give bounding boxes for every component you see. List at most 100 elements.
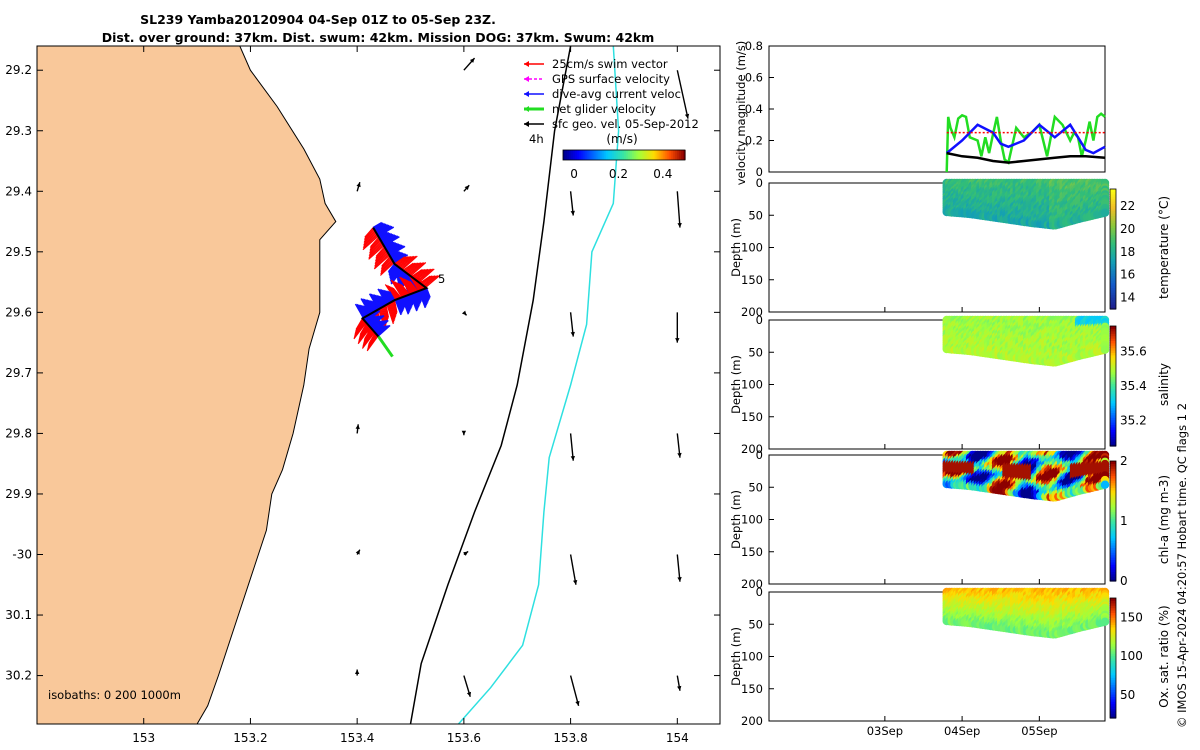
depth-tick-label: 100 xyxy=(741,241,763,255)
current-vector xyxy=(379,232,390,239)
swim-vector xyxy=(397,255,412,268)
profile-colorbar-swatch xyxy=(1110,193,1116,197)
segment-label: 5 xyxy=(438,272,445,286)
swim-vector xyxy=(397,282,408,296)
surface-arrow xyxy=(676,191,682,228)
profile-panel: 0 50 100 150 200 Depth (m) 50 100 150 Ox. sat. ra… xyxy=(729,585,1171,728)
profile-colorbar-swatch xyxy=(1110,294,1116,298)
profile-colorbar-swatch xyxy=(1110,299,1116,303)
map-y-tick-label: 29.7 xyxy=(5,366,32,380)
colorbar-swatch xyxy=(660,150,664,160)
colorbar-swatch xyxy=(648,150,652,160)
swim-vector xyxy=(424,275,439,288)
profile-colorbar-tick-label: 2 xyxy=(1120,454,1128,468)
profile-colorbar-label: temperature (°C) xyxy=(1157,196,1171,299)
current-vector xyxy=(368,293,380,310)
current-vector xyxy=(377,295,385,307)
surface-arrow xyxy=(355,549,361,555)
swim-vector xyxy=(377,309,386,329)
profile-colorbar-swatch xyxy=(1110,285,1116,288)
current-vector xyxy=(374,294,383,308)
colorbar-swatch xyxy=(628,150,631,160)
colorbar-swatch xyxy=(654,150,658,160)
isobath-label: isobaths: 0 200 1000m xyxy=(48,688,181,702)
colorbar-swatch xyxy=(636,150,639,160)
swim-vector xyxy=(394,256,406,265)
colorbar-swatch xyxy=(607,150,611,160)
current-vector xyxy=(371,293,382,309)
svg-text:dive-avg current veloc: dive-avg current veloc xyxy=(552,87,681,101)
svg-text:25cm/s swim vector: 25cm/s swim vector xyxy=(552,57,668,71)
profile-colorbar-swatch xyxy=(1110,234,1116,238)
legend-item: GPS surface velocity xyxy=(524,72,670,86)
surface-arrow xyxy=(676,554,682,582)
surface-arrow xyxy=(569,433,575,461)
swim-vector xyxy=(368,242,383,256)
swim-vector xyxy=(369,240,382,252)
colorbar-swatch xyxy=(617,150,621,160)
current-vector xyxy=(404,296,411,311)
velocity-y-label: velocity magnitude (m/s) xyxy=(734,41,748,186)
colorbar-tick-label: 0.4 xyxy=(653,167,672,181)
swim-vector xyxy=(362,235,379,251)
current-vector xyxy=(384,290,393,303)
surface-arrow xyxy=(676,675,682,691)
map-x-tick-label: 153 xyxy=(132,731,155,745)
current-vector xyxy=(363,298,373,314)
profile-colorbar-swatch xyxy=(1110,249,1116,252)
swim-vector xyxy=(399,276,412,295)
surface-arrow xyxy=(463,550,469,556)
swim-vector xyxy=(380,259,393,272)
current-vector xyxy=(414,292,421,305)
profile-colorbar-swatch xyxy=(1110,306,1116,310)
swim-vector xyxy=(391,287,401,299)
surface-arrow xyxy=(356,182,361,192)
colorbar-tick-label: 0 xyxy=(570,167,578,181)
colorbar-swatch xyxy=(638,150,641,160)
current-vector xyxy=(357,304,367,318)
current-vector xyxy=(388,265,398,277)
current-vector xyxy=(378,231,388,238)
map-x-tick-label: 153.8 xyxy=(553,731,587,745)
depth-tick-label: 150 xyxy=(741,545,763,559)
time-tick-label: 05Sep xyxy=(1021,724,1057,738)
profile-colorbar-swatch xyxy=(1110,304,1116,308)
depth-axis-label: Depth (m) xyxy=(729,218,743,277)
colorbar-swatch xyxy=(680,150,684,160)
profile-colorbar-swatch xyxy=(1110,222,1116,226)
swim-vector xyxy=(357,327,371,345)
swim-vector xyxy=(391,301,397,318)
colorbar-swatch xyxy=(613,150,617,160)
swim-vector xyxy=(402,262,414,271)
current-vector xyxy=(389,266,399,279)
surface-arrow xyxy=(463,675,472,697)
swim-vector xyxy=(396,256,409,266)
profile-colorbar-frame xyxy=(1109,188,1117,310)
colorbar-swatch xyxy=(603,150,607,160)
profile-colorbar-swatch xyxy=(1110,239,1116,243)
velocity-y-tick-label: 0.2 xyxy=(745,134,763,148)
swim-vector xyxy=(374,251,389,265)
current-vector xyxy=(379,232,391,241)
swim-vector xyxy=(399,283,410,296)
depth-tick-label: 0 xyxy=(756,585,763,599)
swim-vector xyxy=(381,256,391,267)
colorbar-frame xyxy=(562,149,686,161)
current-vector xyxy=(387,290,395,302)
depth-tick-label: 50 xyxy=(748,208,763,222)
current-vector xyxy=(425,287,431,298)
current-vector xyxy=(364,299,374,313)
glider-track xyxy=(360,227,429,338)
surface-arrow xyxy=(569,191,575,216)
depth-tick-label: 50 xyxy=(748,480,763,494)
profile-colorbar-swatch xyxy=(1110,215,1116,219)
swim-vector xyxy=(380,258,392,270)
colorbar-swatch xyxy=(591,150,595,160)
swim-vector xyxy=(400,255,417,270)
current-vector xyxy=(386,243,400,252)
current-vector xyxy=(370,293,381,310)
swim-vector xyxy=(405,279,416,293)
swim-vector xyxy=(374,250,388,264)
net-glider-velocity-arrow xyxy=(377,335,394,358)
